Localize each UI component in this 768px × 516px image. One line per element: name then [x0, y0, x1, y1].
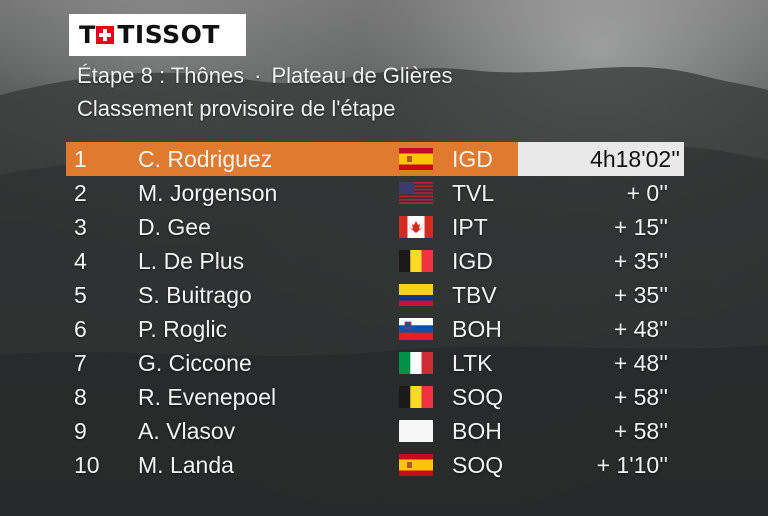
team-code: SOQ — [452, 452, 504, 478]
standings-row: 7 G. Ciccone LTK + 48'' — [66, 346, 698, 380]
rider-time: + 48'' — [613, 350, 668, 376]
classification-title: Classement provisoire de l'étape — [77, 96, 396, 121]
leader-time-box — [518, 142, 684, 176]
rider-time: + 1'10'' — [596, 452, 668, 478]
flag-slovenia-icon — [399, 318, 433, 340]
team-code: BOH — [452, 316, 502, 342]
team-code: TBV — [452, 282, 497, 308]
rider-time: + 58'' — [613, 418, 668, 444]
rider-name: L. De Plus — [138, 248, 245, 274]
stage-separator: · — [254, 63, 262, 88]
rider-name: A. Vlasov — [138, 418, 236, 444]
rider-name: S. Buitrago — [138, 282, 252, 308]
rider-name: M. Jorgenson — [138, 180, 278, 206]
rider-position: 3 — [74, 214, 87, 240]
tissot-logo: T TISSOT — [69, 14, 246, 56]
flag-italy-icon — [399, 352, 433, 374]
flag-canada-icon — [399, 216, 433, 238]
rider-time: + 0'' — [626, 180, 668, 206]
flag-belgium-icon — [399, 386, 433, 408]
stage-title: Étape 8 : Thônes · Plateau de Glières — [77, 63, 453, 89]
stage-name: Étape 8 : Thônes — [77, 63, 245, 88]
flag-belgium-icon — [399, 250, 433, 272]
rider-name: D. Gee — [138, 214, 211, 240]
rider-name: C. Rodriguez — [138, 146, 273, 172]
team-code: BOH — [452, 418, 502, 444]
flag-spain-icon — [399, 148, 433, 170]
rider-position: 6 — [74, 316, 87, 342]
rider-time: + 58'' — [613, 384, 668, 410]
rider-position: 2 — [74, 180, 87, 206]
flag-colombia-icon — [399, 284, 433, 306]
flag-usa-icon — [399, 182, 433, 204]
standings-row: 9 A. Vlasov BOH + 58'' — [66, 414, 698, 448]
standings-row: 6 P. Roglic BOH + 48'' — [66, 312, 698, 346]
rider-name: R. Evenepoel — [138, 384, 277, 410]
rider-position: 4 — [74, 248, 87, 274]
team-code: IGD — [452, 146, 493, 172]
rider-position: 7 — [74, 350, 87, 376]
rider-position: 9 — [74, 418, 87, 444]
rider-position: 1 — [74, 146, 87, 172]
rider-name: G. Ciccone — [138, 350, 252, 376]
standings-row: 5 S. Buitrago TBV + 35'' — [66, 278, 698, 312]
mountain-background — [0, 66, 768, 516]
rider-time: + 15'' — [613, 214, 668, 240]
standings-table: 1 C. Rodriguez IGD 4h18'02'' 2 M. Jorgenson TV… — [66, 142, 698, 482]
logo-t-glyph: T — [79, 21, 96, 49]
rider-time: + 48'' — [613, 316, 668, 342]
swiss-cross-icon — [96, 26, 115, 44]
rider-name: P. Roglic — [138, 316, 228, 342]
logo-wordmark: TISSOT — [117, 20, 220, 49]
flag-spain-icon — [399, 454, 433, 476]
team-code: LTK — [452, 350, 493, 376]
team-code: IGD — [452, 248, 493, 274]
rider-name: M. Landa — [138, 452, 234, 478]
rider-position: 10 — [74, 452, 100, 478]
rider-position: 8 — [74, 384, 87, 410]
standings-row: 3 D. Gee IPT + 15'' — [66, 210, 698, 244]
team-code: TVL — [452, 180, 495, 206]
rider-time: 4h18'02'' — [590, 146, 680, 172]
standings-row-leader: 1 C. Rodriguez IGD 4h18'02'' — [66, 142, 698, 176]
standings-row: 4 L. De Plus IGD + 35'' — [66, 244, 698, 278]
standings-row: 8 R. Evenepoel SOQ + 58'' — [66, 380, 698, 414]
stage-destination: Plateau de Glières — [271, 63, 453, 88]
rider-time: + 35'' — [613, 282, 668, 308]
leader-highlight-band — [66, 142, 518, 176]
team-code: SOQ — [452, 384, 504, 410]
rider-time: + 35'' — [613, 248, 668, 274]
rider-position: 5 — [74, 282, 87, 308]
standings-row: 2 M. Jorgenson TVL + 0'' — [66, 176, 698, 210]
standings-row: 10 M. Landa SOQ + 1'10'' — [66, 448, 698, 482]
team-code: IPT — [452, 214, 488, 240]
flag-white-icon — [399, 420, 433, 442]
